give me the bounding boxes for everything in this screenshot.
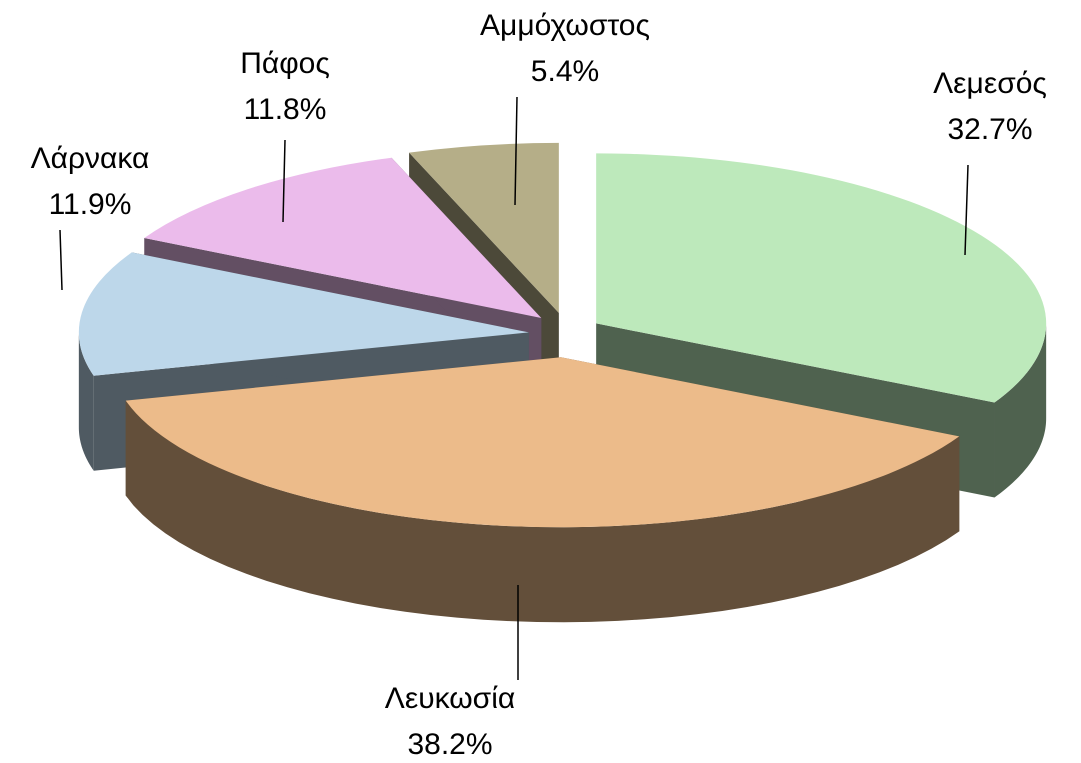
leader-line	[514, 96, 518, 206]
labels: Λεμεσός 32.7% Λευκωσία 38.2% Λάρνακα 11.9% Πάφ…	[31, 9, 1047, 761]
pie	[78, 142, 1047, 623]
slice-side	[125, 400, 960, 623]
value-label: 11.9%	[49, 188, 132, 221]
value-label: 32.7%	[947, 113, 1032, 146]
slice-side	[78, 332, 94, 471]
leaders	[59, 96, 969, 680]
slice	[596, 153, 1047, 403]
slice	[125, 357, 960, 528]
leader-line	[282, 139, 286, 223]
value-label: 5.4%	[531, 55, 599, 88]
category-label: Αμμόχωστος	[480, 9, 650, 42]
slice-side	[994, 323, 1047, 498]
value-label: 38.2%	[407, 728, 492, 761]
category-label: Λάρνακα	[31, 142, 150, 175]
value-label: 11.8%	[244, 93, 327, 126]
leader-line	[59, 229, 63, 291]
slice	[78, 252, 529, 376]
category-label: Πάφος	[240, 47, 330, 80]
category-label: Λεμεσός	[933, 67, 1047, 100]
category-label: Λευκωσία	[385, 682, 515, 715]
leader-line	[964, 164, 969, 256]
slice	[409, 142, 559, 313]
slice	[144, 157, 542, 319]
